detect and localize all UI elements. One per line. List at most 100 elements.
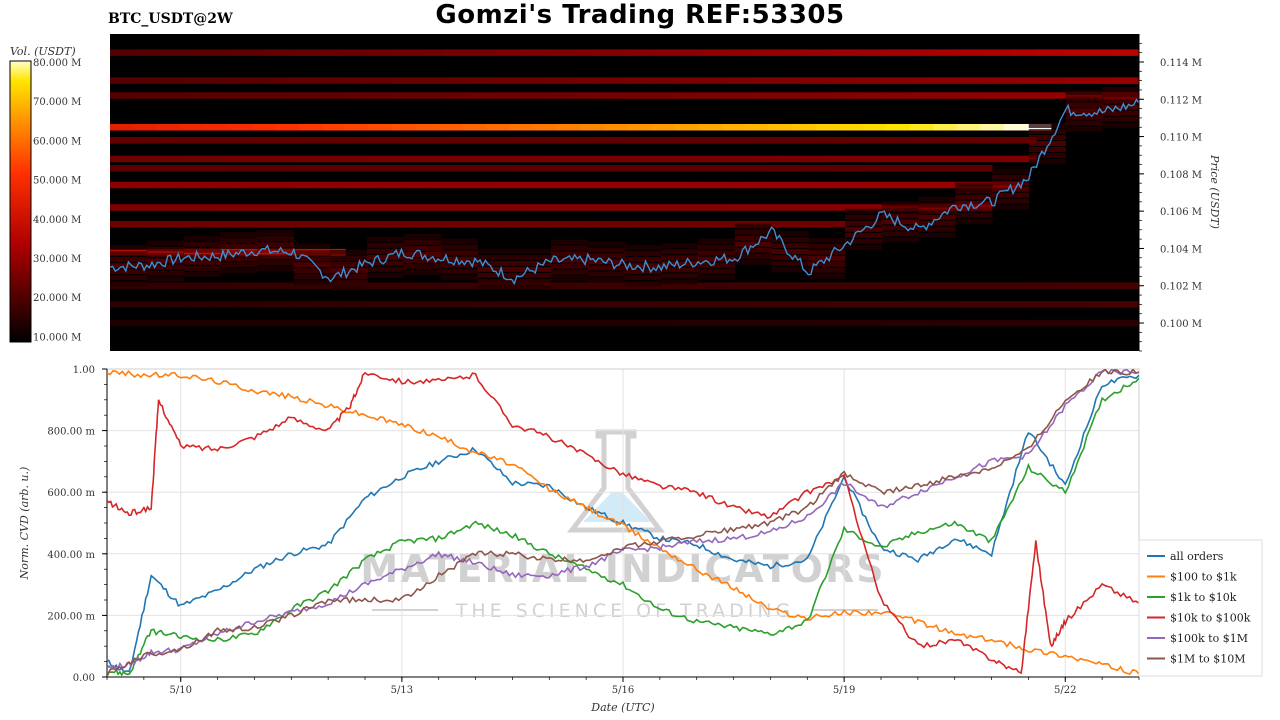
heatmap-cell	[650, 319, 677, 327]
heatmap-cell	[884, 181, 909, 189]
colorbar-tick-label: 50.000 M	[33, 176, 81, 187]
heatmap-cell	[679, 220, 699, 228]
heatmap-cell	[264, 282, 291, 289]
heatmap-cell	[238, 220, 258, 228]
heatmap-cell	[1028, 147, 1066, 153]
heatmap-cell	[650, 92, 677, 99]
heatmap-cell	[225, 137, 250, 144]
heatmap-cell	[238, 319, 265, 327]
heatmap-cell	[440, 268, 478, 274]
heatmap-cell	[920, 155, 945, 163]
heatmap-cell	[839, 123, 864, 131]
heatmap-cell	[674, 123, 699, 131]
heatmap-cell	[526, 155, 551, 163]
heatmap-cell	[495, 49, 523, 56]
heatmap-cell	[587, 265, 625, 271]
heatmap-cell	[242, 204, 265, 211]
heatmap-cell	[514, 260, 552, 266]
heatmap-cell	[701, 282, 728, 289]
heatmap-cell	[856, 49, 883, 56]
heatmap-cell	[330, 204, 354, 211]
cvd-y-tick-label: 400.00 m	[47, 550, 95, 561]
heatmap-cell	[480, 155, 505, 163]
heatmap-cell	[290, 92, 317, 99]
heatmap-cell	[839, 181, 863, 189]
heatmap-cell	[315, 49, 343, 56]
heatmap-cell	[220, 262, 258, 268]
heatmap-cell	[257, 254, 295, 260]
heatmap-cell	[201, 181, 225, 189]
heatmap-cell	[547, 92, 574, 99]
heatmap-cell	[845, 214, 883, 220]
heatmap-cell	[404, 233, 442, 239]
heatmap-cell	[1010, 49, 1037, 56]
heatmap-cell	[845, 244, 883, 250]
heatmap-cell	[815, 123, 840, 131]
heatmap-cell	[392, 319, 420, 327]
heatmap-cell	[1065, 96, 1103, 102]
heatmap-cell	[771, 261, 809, 267]
heatmap-cell	[161, 49, 188, 56]
heatmap-cell	[503, 155, 528, 163]
heatmap-cell	[440, 244, 478, 250]
heatmap-cell	[410, 137, 435, 144]
heatmap-cell	[133, 155, 157, 163]
heatmap-cell	[367, 254, 405, 260]
heatmap-cell	[1061, 282, 1089, 289]
heatmap-cell	[220, 165, 243, 172]
heatmap-cell	[907, 49, 934, 56]
heatmap-cell	[573, 301, 600, 308]
heatmap-cell	[183, 247, 221, 253]
heatmap-cell	[341, 77, 368, 84]
heatmap-cell	[958, 77, 986, 84]
heatmap-cell	[624, 251, 662, 257]
heatmap-cell	[1087, 77, 1114, 84]
heatmap-cell	[292, 181, 316, 189]
heatmap-cell	[881, 282, 909, 289]
heatmap-cell	[588, 181, 612, 189]
heatmap-cell	[330, 220, 350, 228]
heatmap-cell	[781, 137, 806, 144]
heatmap-cell	[521, 301, 548, 308]
heatmap-cell	[992, 198, 1030, 204]
heatmap-cell	[440, 204, 464, 211]
heatmap-cell	[598, 49, 626, 56]
heatmap-cell	[293, 274, 331, 280]
cvd-series-line	[107, 374, 1139, 673]
heatmap-cell	[624, 257, 662, 263]
heatmap-cell	[110, 137, 134, 144]
heatmap-cell	[110, 77, 137, 84]
heatmap-cell	[992, 186, 1030, 192]
heatmap-cell	[771, 237, 809, 243]
heatmap-cell	[110, 49, 137, 56]
heatmap-cell	[661, 249, 699, 255]
heatmap-cell	[881, 92, 909, 99]
colorbar-tick-label: 10.000 M	[33, 332, 81, 343]
heatmap-cell	[1113, 319, 1139, 327]
heatmap-cell	[520, 181, 544, 189]
heatmap-cell	[551, 165, 574, 172]
heatmap-cell	[1087, 319, 1114, 327]
heatmap-cell	[374, 204, 398, 211]
heatmap-cell	[1036, 77, 1063, 84]
heatmap-cell	[881, 165, 905, 172]
heatmap-cell	[440, 165, 464, 172]
heatmap-cell	[146, 220, 166, 228]
heatmap-cell	[617, 165, 640, 172]
heatmap-cell	[698, 238, 736, 244]
price-tick-label: 0.110 M	[1160, 133, 1202, 144]
heatmap-cell	[157, 248, 164, 256]
heatmap-cell	[341, 282, 368, 289]
heatmap-cell	[943, 155, 968, 163]
heatmap-cell	[627, 123, 652, 131]
heatmap-cell	[933, 77, 960, 84]
heatmap-cell	[174, 248, 182, 256]
heatmap-cell	[532, 220, 552, 228]
heatmap-cell	[290, 301, 317, 308]
colorbar-tick-label: 40.000 M	[33, 215, 81, 226]
heatmap-cell	[110, 301, 137, 308]
cvd-x-ticks: 5/10 5/13 5/16 5/19 5/22	[106, 677, 1140, 696]
heatmap-cell	[146, 252, 184, 258]
heatmap-cell	[907, 181, 931, 189]
heatmap-cell	[477, 254, 515, 260]
